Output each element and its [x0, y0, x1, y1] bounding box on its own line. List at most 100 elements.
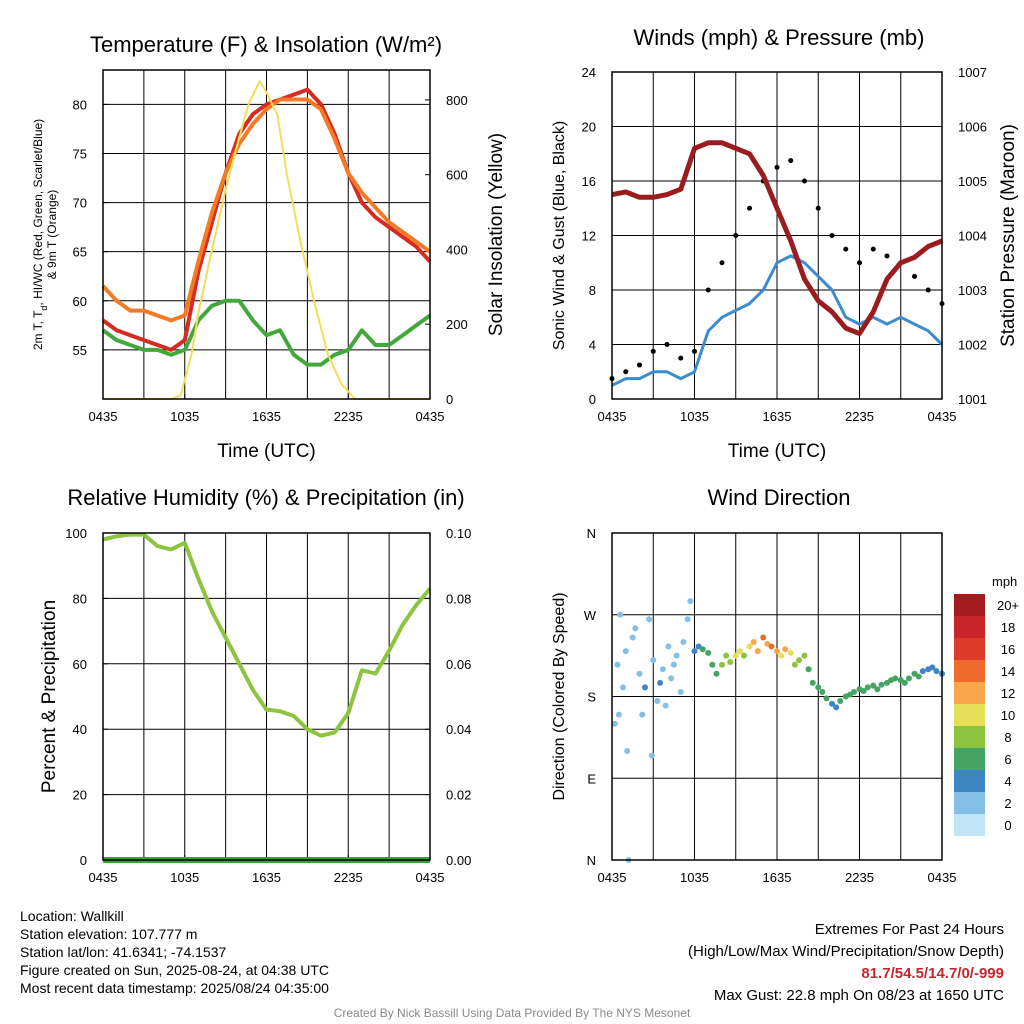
- gust-point: [884, 253, 890, 259]
- legend-title: mph: [992, 574, 1017, 589]
- y-label-sub: d: [39, 306, 49, 311]
- x-tick-label: 2235: [845, 409, 874, 424]
- x-tick-label: 0435: [416, 409, 445, 424]
- y-tick-label: 12: [582, 229, 596, 244]
- y-tick-label: 70: [73, 196, 87, 211]
- x-tick-label: 0435: [89, 409, 118, 424]
- y-label-part: 2m T, T: [31, 310, 45, 350]
- direction-point: [657, 679, 664, 686]
- direction-point: [684, 616, 691, 623]
- direction-point: [791, 661, 798, 668]
- humidity-precip-panel: Relative Humidity (%) & Precipitation (i…: [39, 485, 471, 885]
- location-text: Location: Wallkill: [20, 908, 124, 924]
- direction-point: [809, 679, 816, 686]
- series-line-solar-insolation: [103, 80, 430, 400]
- y-tick-label: 100: [65, 526, 87, 541]
- plot-frame: [611, 71, 943, 400]
- direction-point: [829, 700, 835, 707]
- direction-point: [750, 639, 757, 645]
- x-tick-label: 1635: [252, 409, 281, 424]
- y2-tick-label: 200: [446, 317, 468, 332]
- legend-label: 2: [1004, 796, 1011, 811]
- legend-label: 6: [1004, 752, 1011, 767]
- y2-tick-label: 0.04: [446, 722, 471, 737]
- y-tick-label: 40: [73, 722, 87, 737]
- gust-point: [719, 260, 725, 266]
- direction-point: [878, 681, 885, 688]
- x-tick-label: 2235: [334, 870, 363, 885]
- x-tick-label: 1035: [170, 870, 199, 885]
- direction-point: [639, 711, 646, 718]
- plot-frame: [102, 532, 431, 861]
- y-axis-label: Percent & Precipitation: [39, 600, 60, 793]
- y2-axis-label: Solar Insolation (Yellow): [486, 133, 507, 336]
- y-tick-label: 65: [73, 245, 87, 260]
- legend-swatch: [954, 616, 985, 638]
- direction-point: [680, 639, 687, 645]
- gust-point: [815, 205, 821, 211]
- plot-frame: [102, 69, 431, 400]
- direction-point: [677, 688, 684, 695]
- direction-point: [673, 652, 680, 659]
- x-axis-label: Time (UTC): [217, 441, 316, 462]
- direction-point: [611, 720, 618, 727]
- series-line-station-pressure: [611, 140, 943, 337]
- x-axis-label: Time (UTC): [728, 441, 827, 462]
- gust-point: [870, 246, 876, 252]
- x-tick-label: 1035: [170, 409, 199, 424]
- direction-point: [870, 682, 877, 689]
- max-gust-text: Max Gust: 22.8 mph On 08/23 at 1650 UTC: [713, 987, 1004, 1004]
- legend-swatch: [954, 594, 985, 616]
- x-tick-label: 1035: [680, 870, 709, 885]
- gust-point: [747, 205, 752, 211]
- legend-swatch: [954, 660, 985, 682]
- direction-point: [760, 634, 767, 641]
- y2-tick-label: 600: [446, 168, 468, 183]
- gust-point: [802, 178, 807, 184]
- x-tick-label: 1635: [763, 870, 792, 885]
- y-axis-label: 2m T, Td, HI/WC (Red, Green, Scarlet/Blu…: [31, 119, 59, 350]
- direction-point: [648, 752, 655, 759]
- series-line-9m-t: [101, 97, 432, 323]
- direction-point: [778, 652, 785, 659]
- direction-point: [705, 649, 712, 656]
- direction-point: [646, 616, 653, 623]
- x-tick-label: 0435: [598, 409, 627, 424]
- extremes-box: Extremes For Past 24 Hours (High/Low/Max…: [688, 919, 1004, 1007]
- direction-point: [622, 648, 629, 655]
- latlon-text: Station lat/lon: 41.6341; -74.1537: [20, 944, 227, 960]
- legend-swatch: [954, 814, 985, 836]
- x-tick-label: 2235: [845, 870, 874, 885]
- direction-point: [654, 698, 661, 705]
- series-line-relative-humidity: [102, 532, 432, 738]
- series-line-td: [101, 298, 432, 367]
- series-line-2m-t: [101, 87, 432, 352]
- direction-point: [782, 646, 789, 653]
- station-info: Location: Wallkill Station elevation: 10…: [20, 907, 329, 997]
- y-tick-label: E: [587, 771, 596, 786]
- direction-point: [787, 649, 794, 656]
- y-tick-label: 75: [73, 146, 87, 161]
- direction-point: [754, 648, 761, 655]
- y-label-part: & 9m T (Orange): [45, 190, 59, 280]
- direction-point: [636, 670, 643, 677]
- gust-point: [788, 158, 794, 164]
- y-tick-label: W: [584, 608, 597, 623]
- y2-tick-label: 0.06: [446, 657, 471, 672]
- y-tick-label: 20: [73, 788, 87, 803]
- x-tick-label: 0435: [89, 870, 118, 885]
- direction-point: [713, 670, 720, 677]
- gust-point: [774, 164, 780, 170]
- gust-point: [829, 233, 835, 238]
- direction-point: [614, 661, 621, 668]
- y-tick-label: S: [587, 690, 596, 705]
- y2-tick-label: 1001: [958, 392, 987, 407]
- direction-point: [632, 625, 639, 632]
- gust-point: [925, 287, 931, 293]
- elevation-text: Station elevation: 107.777 m: [20, 926, 198, 942]
- direction-point: [709, 661, 716, 668]
- y2-axis-label: Station Pressure (Maroon): [998, 124, 1019, 347]
- legend-swatch: [954, 638, 985, 660]
- gust-point: [843, 246, 849, 252]
